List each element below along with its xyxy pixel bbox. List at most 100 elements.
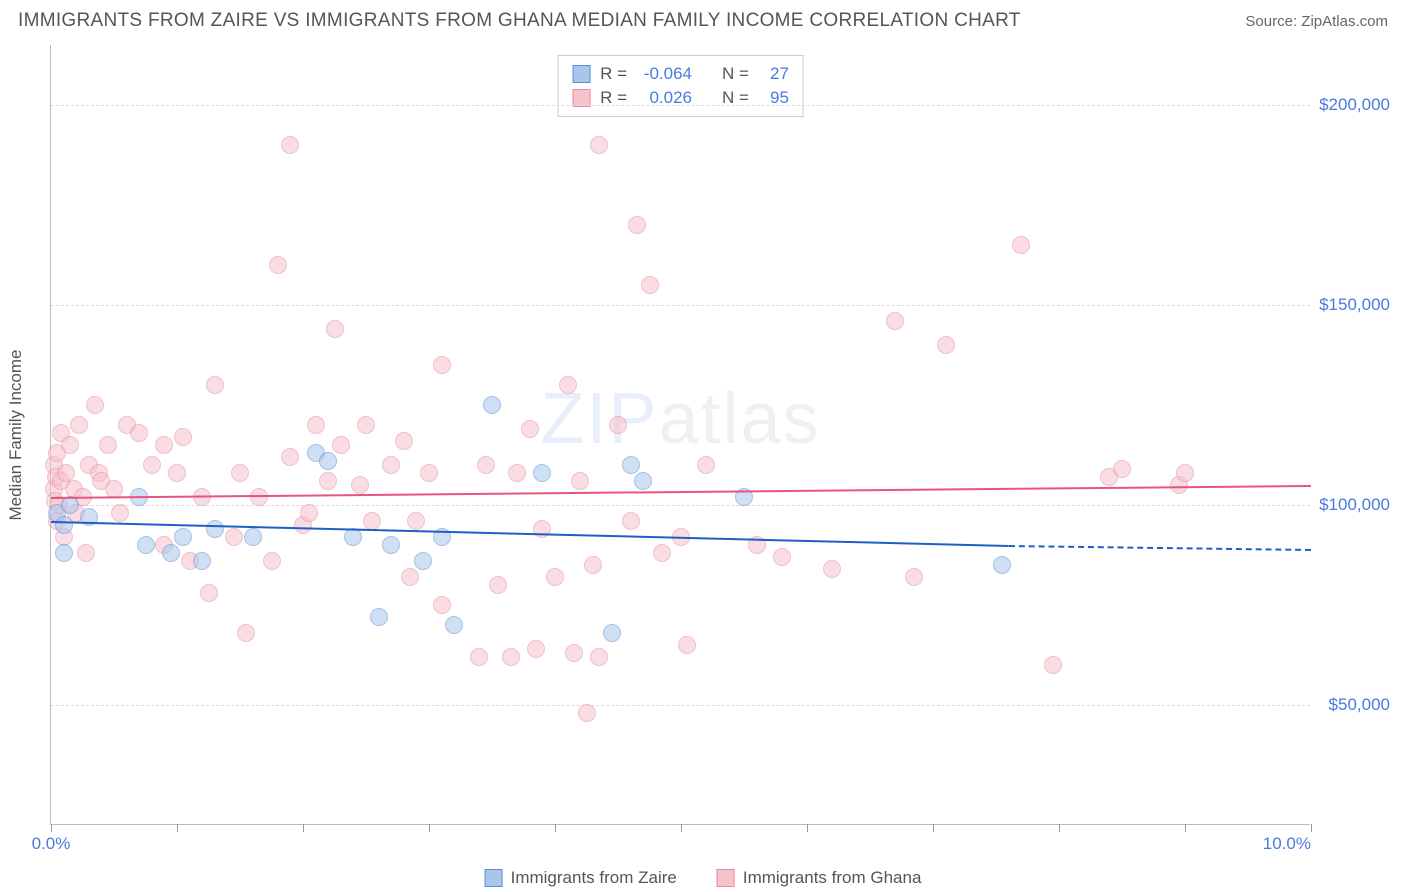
data-point: [445, 616, 463, 634]
chart-header: IMMIGRANTS FROM ZAIRE VS IMMIGRANTS FROM…: [0, 0, 1406, 38]
data-point: [263, 552, 281, 570]
data-point: [357, 416, 375, 434]
data-point: [99, 436, 117, 454]
watermark: ZIPatlas: [540, 378, 820, 460]
source-name: ZipAtlas.com: [1301, 13, 1388, 30]
data-point: [206, 520, 224, 538]
data-point: [433, 356, 451, 374]
data-point: [678, 636, 696, 654]
n-label-ghana: N =: [722, 86, 749, 110]
x-tick: [933, 824, 934, 832]
source-attribution: Source: ZipAtlas.com: [1245, 13, 1388, 30]
data-point: [269, 256, 287, 274]
data-point: [86, 396, 104, 414]
data-point: [533, 464, 551, 482]
data-point: [407, 512, 425, 530]
data-point: [590, 648, 608, 666]
chart-plot-area: Median Family Income ZIPatlas R = -0.064…: [50, 45, 1310, 825]
data-point: [105, 480, 123, 498]
x-tick: [429, 824, 430, 832]
data-point: [370, 608, 388, 626]
data-point: [55, 516, 73, 534]
x-tick: [807, 824, 808, 832]
data-point: [225, 528, 243, 546]
data-point: [326, 320, 344, 338]
legend-row-zaire: R = -0.064 N = 27: [572, 62, 789, 86]
trend-line: [51, 485, 1311, 499]
data-point: [382, 456, 400, 474]
y-tick-label: $200,000: [1315, 95, 1390, 115]
data-point: [363, 512, 381, 530]
legend-item-zaire: Immigrants from Zaire: [485, 868, 677, 888]
legend-item-ghana: Immigrants from Ghana: [717, 868, 922, 888]
data-point: [546, 568, 564, 586]
data-point: [1012, 236, 1030, 254]
data-point: [244, 528, 262, 546]
data-point: [143, 456, 161, 474]
r-value-ghana: 0.026: [637, 86, 692, 110]
y-tick-label: $50,000: [1315, 695, 1390, 715]
data-point: [231, 464, 249, 482]
data-point: [77, 544, 95, 562]
x-tick: [681, 824, 682, 832]
gridline: [51, 305, 1310, 306]
data-point: [521, 420, 539, 438]
data-point: [489, 576, 507, 594]
data-point: [527, 640, 545, 658]
n-label-zaire: N =: [722, 62, 749, 86]
y-tick-label: $150,000: [1315, 295, 1390, 315]
correlation-legend: R = -0.064 N = 27 R = 0.026 N = 95: [557, 55, 804, 117]
x-tick: [303, 824, 304, 832]
data-point: [1044, 656, 1062, 674]
swatch-ghana-icon: [717, 869, 735, 887]
watermark-part2: atlas: [658, 379, 820, 459]
data-point: [578, 704, 596, 722]
data-point: [508, 464, 526, 482]
data-point: [993, 556, 1011, 574]
data-point: [162, 544, 180, 562]
x-tick: [555, 824, 556, 832]
data-point: [641, 276, 659, 294]
x-tick: [51, 824, 52, 832]
data-point: [622, 456, 640, 474]
n-value-ghana: 95: [759, 86, 789, 110]
data-point: [174, 528, 192, 546]
x-tick: [177, 824, 178, 832]
data-point: [823, 560, 841, 578]
data-point: [609, 416, 627, 434]
legend-row-ghana: R = 0.026 N = 95: [572, 86, 789, 110]
data-point: [433, 596, 451, 614]
data-point: [300, 504, 318, 522]
data-point: [603, 624, 621, 642]
y-tick-label: $100,000: [1315, 495, 1390, 515]
data-point: [193, 552, 211, 570]
data-point: [70, 416, 88, 434]
swatch-zaire: [572, 65, 590, 83]
r-value-zaire: -0.064: [637, 62, 692, 86]
data-point: [905, 568, 923, 586]
data-point: [565, 644, 583, 662]
data-point: [937, 336, 955, 354]
data-point: [130, 424, 148, 442]
data-point: [55, 544, 73, 562]
data-point: [628, 216, 646, 234]
data-point: [477, 456, 495, 474]
data-point: [319, 452, 337, 470]
gridline: [51, 705, 1310, 706]
data-point: [773, 548, 791, 566]
chart-title: IMMIGRANTS FROM ZAIRE VS IMMIGRANTS FROM…: [18, 10, 1021, 32]
data-point: [571, 472, 589, 490]
data-point: [697, 456, 715, 474]
data-point: [1113, 460, 1131, 478]
data-point: [590, 136, 608, 154]
y-axis-title: Median Family Income: [6, 349, 26, 520]
data-point: [634, 472, 652, 490]
x-tick-label-left: 0.0%: [32, 834, 71, 854]
data-point: [483, 396, 501, 414]
data-point: [470, 648, 488, 666]
data-point: [168, 464, 186, 482]
x-tick: [1185, 824, 1186, 832]
data-point: [307, 416, 325, 434]
legend-label-zaire: Immigrants from Zaire: [511, 868, 677, 888]
x-tick: [1311, 824, 1312, 832]
